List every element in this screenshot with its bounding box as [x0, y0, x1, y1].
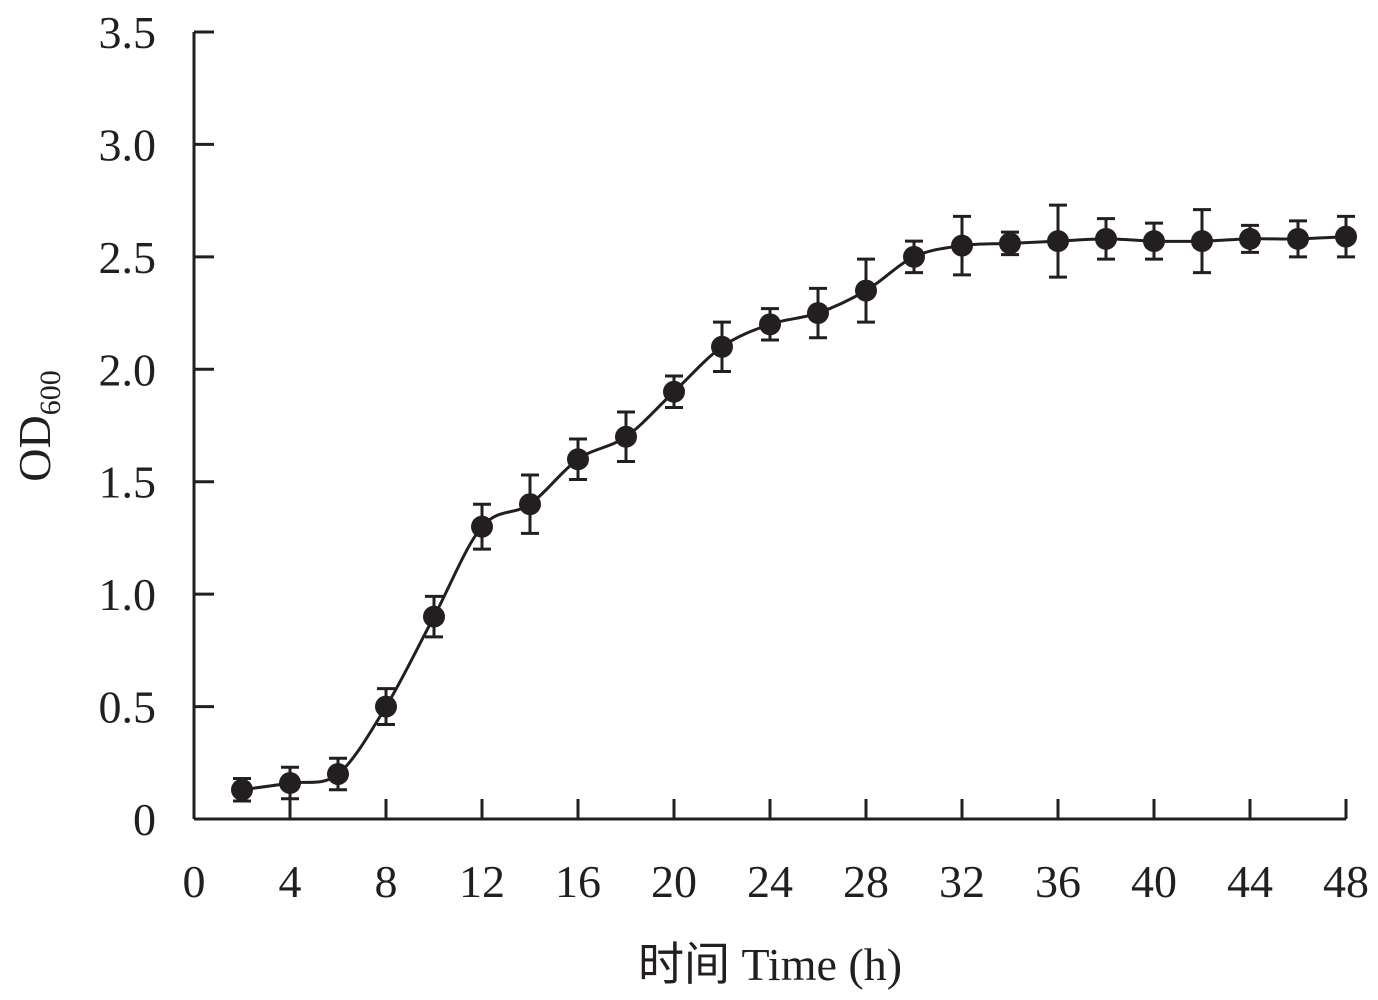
x-tick-label: 16	[555, 856, 601, 907]
data-point	[519, 493, 541, 516]
data-point	[711, 335, 733, 358]
y-axis-title-subscript: 600	[34, 370, 67, 415]
data-point	[1047, 230, 1069, 253]
data-point	[807, 302, 829, 325]
x-tick-label: 36	[1035, 856, 1081, 907]
x-axis-title: 时间 Time (h)	[638, 939, 902, 990]
data-point	[855, 279, 877, 302]
x-tick-label: 44	[1227, 856, 1273, 907]
data-point	[567, 448, 589, 471]
data-point	[375, 695, 397, 718]
y-axis-title: OD600	[9, 370, 67, 481]
y-axis-title-main: OD	[9, 415, 60, 481]
x-tick-label: 24	[747, 856, 793, 907]
x-tick-label: 28	[843, 856, 889, 907]
data-point	[903, 245, 925, 268]
data-point	[231, 778, 253, 801]
data-point	[279, 772, 301, 795]
data-point	[759, 313, 781, 336]
data-point	[663, 380, 685, 403]
data-point	[1191, 230, 1213, 253]
data-point	[1335, 225, 1357, 248]
y-tick-label: 2.5	[99, 232, 157, 283]
x-tick-label: 0	[183, 856, 206, 907]
data-point	[999, 232, 1021, 255]
data-point	[615, 425, 637, 448]
y-ticks	[194, 30, 214, 821]
data-points	[231, 225, 1357, 801]
data-point	[423, 605, 445, 628]
y-tick-labels: 0 0.5 1.0 1.5 2.0 2.5 3.0 3.5	[99, 7, 157, 845]
x-tick-label: 20	[651, 856, 697, 907]
data-point	[1143, 230, 1165, 253]
x-tick-label: 40	[1131, 856, 1177, 907]
x-tick-label: 12	[459, 856, 505, 907]
data-point	[471, 515, 493, 538]
error-bars	[233, 203, 1355, 803]
y-tick-label: 0	[133, 794, 156, 845]
x-ticks	[192, 799, 1348, 819]
data-point	[951, 234, 973, 257]
x-tick-labels: 0 4 8 12 16 20 24 28 32 36 40 44 48	[183, 856, 1370, 907]
y-tick-label: 3.5	[99, 7, 157, 58]
y-tick-label: 1.5	[99, 457, 157, 508]
y-tick-label: 0.5	[99, 682, 157, 733]
x-tick-label: 32	[939, 856, 985, 907]
x-tick-label: 4	[279, 856, 302, 907]
data-point	[1239, 227, 1261, 250]
y-tick-label: 2.0	[99, 344, 157, 395]
data-point	[1095, 227, 1117, 250]
y-tick-label: 3.0	[99, 119, 157, 170]
y-tick-label: 1.0	[99, 569, 157, 620]
growth-curve	[241, 235, 1347, 792]
x-tick-label: 8	[375, 856, 398, 907]
x-tick-label: 48	[1323, 856, 1369, 907]
axes	[192, 32, 1346, 821]
data-point	[1287, 227, 1309, 250]
data-point	[327, 763, 349, 786]
